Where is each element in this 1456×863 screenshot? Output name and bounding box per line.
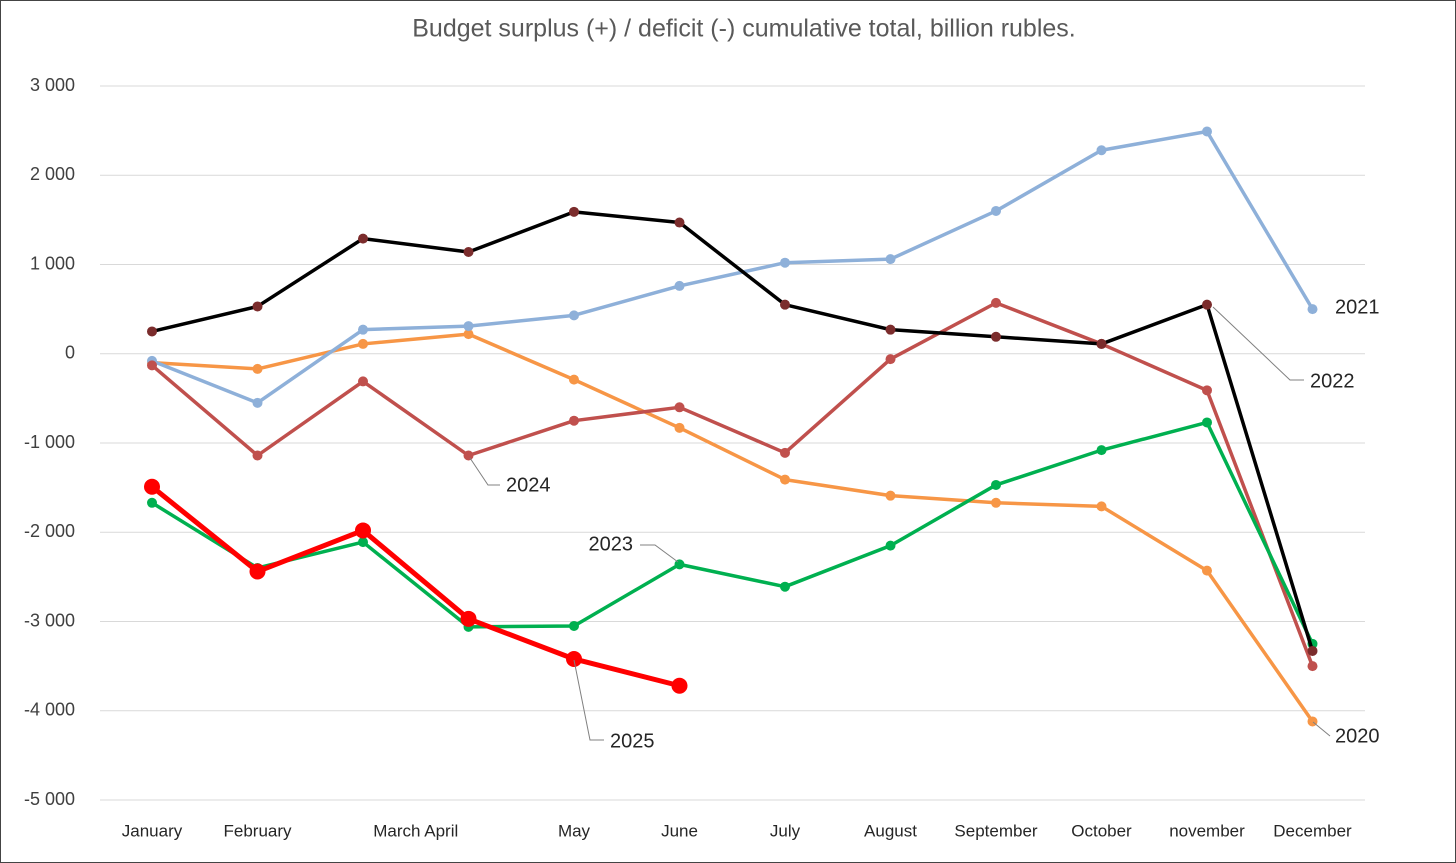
- y-tick-label: -5 000: [24, 789, 75, 809]
- data-point: [1202, 417, 1212, 428]
- data-point: [358, 324, 368, 335]
- x-tick-label: September: [954, 821, 1037, 840]
- data-point: [358, 338, 368, 349]
- series-line: [151, 420, 1315, 645]
- data-point: [252, 363, 263, 374]
- series-line: [150, 301, 1315, 667]
- leader-line: [640, 544, 679, 563]
- series-label: 2024: [506, 474, 551, 496]
- x-tick-label: October: [1071, 821, 1132, 840]
- data-point: [780, 474, 790, 485]
- data-point: [1307, 661, 1318, 672]
- data-point: [463, 450, 474, 461]
- data-point: [463, 321, 474, 332]
- data-point: [355, 522, 371, 539]
- data-point: [885, 490, 896, 501]
- data-point: [566, 650, 582, 667]
- leader-line: [1212, 306, 1304, 381]
- y-tick-label: 3 000: [30, 75, 75, 95]
- data-point: [463, 247, 474, 258]
- y-tick-label: -3 000: [24, 610, 75, 630]
- x-tick-label: March April: [373, 821, 458, 840]
- data-point: [1307, 304, 1318, 315]
- data-point: [569, 206, 579, 217]
- data-point: [991, 205, 1001, 216]
- x-tick-label: December: [1273, 821, 1352, 840]
- data-point: [1096, 338, 1107, 349]
- series-line: [151, 332, 1314, 723]
- data-point: [358, 233, 368, 244]
- y-tick-label: 2 000: [30, 164, 75, 184]
- series-label: 2021: [1335, 296, 1380, 318]
- data-point: [1202, 565, 1212, 576]
- data-point: [1096, 501, 1107, 512]
- data-point: [252, 397, 263, 408]
- data-point: [1096, 445, 1107, 456]
- data-point: [780, 299, 790, 310]
- y-tick-label: -2 000: [24, 521, 75, 541]
- y-tick-label: 0: [65, 343, 75, 363]
- data-point: [358, 537, 368, 548]
- data-point: [144, 478, 160, 495]
- data-point: [671, 677, 688, 694]
- series-line: [151, 129, 1315, 405]
- data-point: [249, 563, 266, 580]
- data-point: [780, 581, 790, 592]
- data-point: [885, 354, 896, 365]
- data-point: [780, 447, 790, 458]
- data-point: [569, 310, 579, 321]
- data-point: [147, 326, 157, 337]
- data-point: [674, 217, 685, 228]
- y-tick-label: -1 000: [24, 432, 75, 452]
- data-point: [991, 297, 1001, 308]
- data-point: [463, 329, 474, 340]
- series-label: 2020: [1335, 725, 1380, 747]
- data-point: [885, 540, 896, 551]
- data-point: [1202, 385, 1212, 396]
- y-tick-label: 1 000: [30, 253, 75, 273]
- data-point: [460, 610, 477, 627]
- data-point: [1096, 145, 1107, 156]
- data-point: [991, 497, 1001, 508]
- series-line: [150, 484, 681, 689]
- data-point: [674, 402, 685, 413]
- data-point: [252, 450, 263, 461]
- leader-line: [1312, 721, 1331, 737]
- data-point: [674, 422, 685, 433]
- x-tick-label: January: [122, 821, 183, 840]
- series-label: 2022: [1310, 370, 1355, 392]
- x-tick-label: May: [558, 821, 591, 840]
- x-tick-label: February: [223, 821, 292, 840]
- data-point: [991, 479, 1001, 490]
- x-tick-label: november: [1169, 821, 1245, 840]
- series-label: 2025: [610, 730, 655, 752]
- data-point: [147, 360, 157, 371]
- x-tick-label: August: [864, 821, 917, 840]
- x-tick-label: July: [770, 821, 801, 840]
- y-tick-label: -4 000: [24, 700, 75, 720]
- data-point: [885, 254, 896, 265]
- series-label: 2023: [589, 533, 634, 555]
- series-line: [151, 210, 1315, 652]
- data-point: [1202, 126, 1212, 137]
- data-point: [1202, 299, 1212, 310]
- leader-line: [573, 659, 604, 741]
- data-point: [358, 376, 368, 387]
- data-point: [252, 301, 263, 312]
- data-point: [674, 280, 685, 291]
- x-tick-label: June: [661, 821, 698, 840]
- chart-title: Budget surplus (+) / deficit (-) cumulat…: [412, 15, 1075, 43]
- data-point: [569, 415, 579, 426]
- leader-line: [469, 457, 500, 486]
- data-point: [569, 620, 579, 631]
- data-point: [991, 331, 1001, 342]
- data-point: [885, 324, 896, 335]
- data-point: [569, 374, 579, 385]
- data-point: [1307, 645, 1318, 656]
- data-point: [780, 257, 790, 268]
- data-point: [147, 497, 157, 508]
